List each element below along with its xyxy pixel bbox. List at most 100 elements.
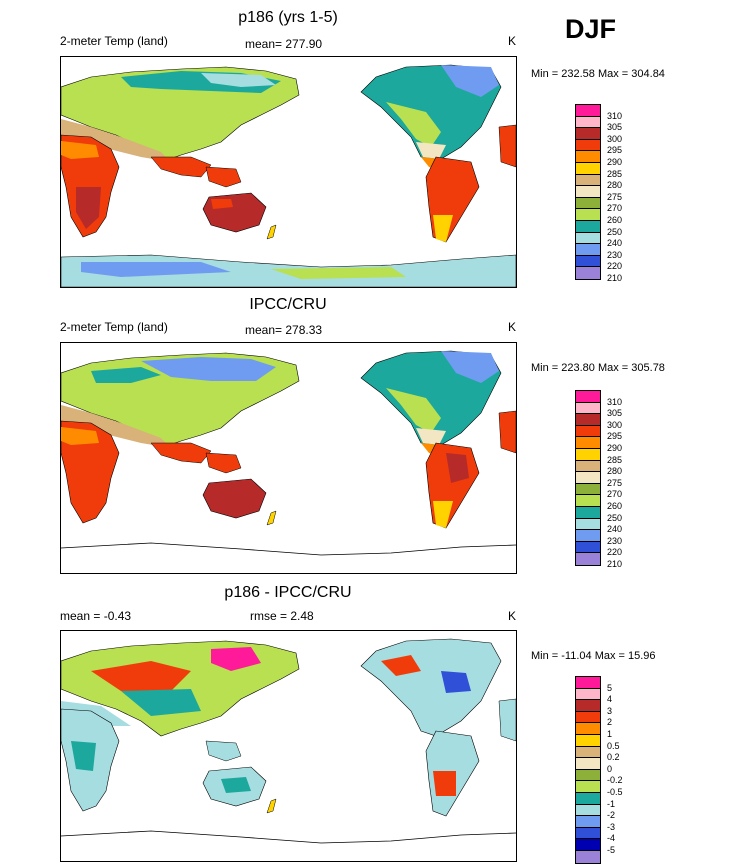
- colorbar-swatch: [576, 530, 600, 542]
- colorbar-swatch: [576, 781, 600, 793]
- colorbar-tick-label: 275: [607, 191, 623, 202]
- panel-2-colorbar: [575, 390, 601, 566]
- colorbar-tick-label: 0.5: [607, 740, 620, 751]
- colorbar-tick-label: 305: [607, 408, 623, 419]
- colorbar-swatch: [576, 677, 600, 689]
- panel-1-map: [60, 56, 517, 288]
- colorbar-tick-label: 220: [607, 547, 623, 558]
- colorbar-tick-label: -0.5: [607, 787, 623, 797]
- colorbar-swatch: [576, 174, 600, 187]
- colorbar-tick-label: 260: [607, 501, 623, 511]
- panel-1-title: p186 (yrs 1-5): [238, 9, 338, 26]
- colorbar-swatch: [576, 391, 600, 403]
- colorbar-tick-label: 310: [607, 396, 623, 407]
- panel-2-mean-label: mean= 278.33: [245, 323, 323, 337]
- colorbar-tick-label: 270: [607, 489, 623, 500]
- colorbar-tick-label: 305: [607, 122, 623, 133]
- colorbar-tick-label: 300: [607, 133, 623, 144]
- colorbar-swatch: [576, 460, 600, 473]
- colorbar-tick-label: 3: [607, 705, 613, 716]
- colorbar-swatch: [576, 186, 600, 198]
- colorbar-swatch: [576, 220, 600, 233]
- colorbar-swatch: [576, 448, 600, 461]
- colorbar-swatch: [576, 769, 600, 782]
- colorbar-tick-label: 285: [607, 454, 623, 465]
- colorbar-swatch: [576, 688, 600, 701]
- colorbar-swatch: [576, 816, 600, 828]
- panel-3-colorbar: [575, 676, 601, 864]
- colorbar-tick-label: 295: [607, 145, 623, 156]
- colorbar-tick-label: 210: [607, 559, 623, 569]
- colorbar-tick-label: -1: [607, 798, 616, 809]
- panel-2-units-label: K: [508, 320, 517, 334]
- colorbar-tick-label: 230: [607, 249, 623, 260]
- panel-1-variable-label: 2-meter Temp (land): [60, 34, 168, 48]
- colorbar-swatch: [576, 792, 600, 805]
- colorbar-swatch: [576, 483, 600, 496]
- colorbar-tick-label: 250: [607, 226, 623, 237]
- colorbar-swatch: [576, 839, 600, 851]
- colorbar-tick-label: 280: [607, 180, 623, 191]
- colorbar-swatch: [576, 711, 600, 724]
- colorbar-tick-label: 295: [607, 431, 623, 442]
- colorbar-tick-label: 300: [607, 419, 623, 430]
- colorbar-swatch: [576, 128, 600, 140]
- colorbar-tick-label: 220: [607, 261, 623, 272]
- colorbar-tick-label: 0.2: [607, 752, 620, 763]
- colorbar-tick-label: 0: [607, 763, 613, 774]
- panel-2-minmax: Min = 223.80 Max = 305.78: [531, 362, 665, 374]
- colorbar-swatch: [576, 116, 600, 129]
- colorbar-swatch: [576, 553, 600, 565]
- colorbar-swatch: [576, 402, 600, 415]
- panel-3-rmse-label: rmse = 2.48: [250, 609, 314, 623]
- colorbar-tick-label: 5: [607, 682, 613, 693]
- colorbar-tick-label: 210: [607, 273, 623, 283]
- colorbar-tick-label: 2: [607, 717, 613, 728]
- colorbar-tick-label: 285: [607, 168, 623, 179]
- colorbar-swatch: [576, 541, 600, 554]
- panel-2-title: IPCC/CRU: [249, 296, 327, 313]
- colorbar-swatch: [576, 437, 600, 449]
- colorbar-swatch: [576, 255, 600, 268]
- panel-1-minmax: Min = 232.58 Max = 304.84: [531, 68, 665, 80]
- colorbar-swatch: [576, 162, 600, 175]
- colorbar-tick-label: 4: [607, 694, 613, 705]
- season-label: DJF: [565, 14, 617, 44]
- colorbar-tick-label: 240: [607, 238, 623, 249]
- colorbar-tick-label: 230: [607, 535, 623, 546]
- colorbar-swatch: [576, 197, 600, 210]
- panel-3-units-label: K: [508, 609, 517, 623]
- panel-1-units-label: K: [508, 34, 517, 48]
- colorbar-swatch: [576, 723, 600, 735]
- colorbar-swatch: [576, 758, 600, 770]
- colorbar-tick-label: 1: [607, 729, 613, 739]
- colorbar-swatch: [576, 746, 600, 759]
- colorbar-tick-label: 310: [607, 110, 623, 121]
- colorbar-swatch: [576, 244, 600, 256]
- colorbar-swatch: [576, 850, 600, 863]
- colorbar-swatch: [576, 414, 600, 426]
- colorbar-tick-label: 275: [607, 477, 623, 488]
- colorbar-swatch: [576, 425, 600, 438]
- colorbar-swatch: [576, 151, 600, 163]
- colorbar-swatch: [576, 209, 600, 221]
- colorbar-tick-label: 290: [607, 157, 623, 167]
- colorbar-swatch: [576, 495, 600, 507]
- colorbar-swatch: [576, 734, 600, 747]
- colorbar-swatch: [576, 472, 600, 484]
- colorbar-tick-label: 260: [607, 215, 623, 225]
- colorbar-tick-label: -5: [607, 845, 616, 855]
- panel-3-minmax: Min = -11.04 Max = 15.96: [531, 650, 656, 662]
- colorbar-tick-label: 280: [607, 466, 623, 477]
- colorbar-tick-label: -0.2: [607, 775, 623, 786]
- colorbar-swatch: [576, 105, 600, 117]
- colorbar-tick-label: 270: [607, 203, 623, 214]
- colorbar-swatch: [576, 700, 600, 712]
- colorbar-swatch: [576, 506, 600, 519]
- colorbar-swatch: [576, 139, 600, 152]
- colorbar-tick-label: 240: [607, 524, 623, 535]
- colorbar-swatch: [576, 804, 600, 817]
- panel-1-mean-label: mean= 277.90: [245, 37, 323, 51]
- colorbar-tick-label: 290: [607, 443, 623, 453]
- panel-3-mean-label: mean = -0.43: [60, 609, 132, 623]
